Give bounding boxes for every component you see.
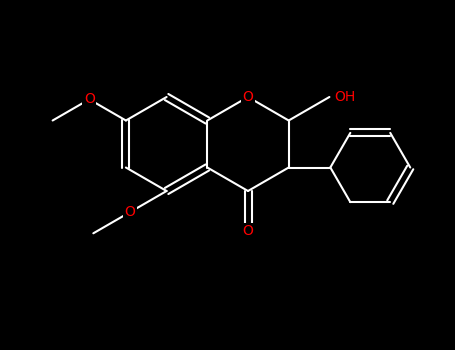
- Text: O: O: [243, 224, 253, 238]
- Text: O: O: [84, 92, 95, 106]
- Text: O: O: [125, 205, 136, 219]
- Text: OH: OH: [334, 90, 356, 104]
- Text: O: O: [243, 90, 253, 104]
